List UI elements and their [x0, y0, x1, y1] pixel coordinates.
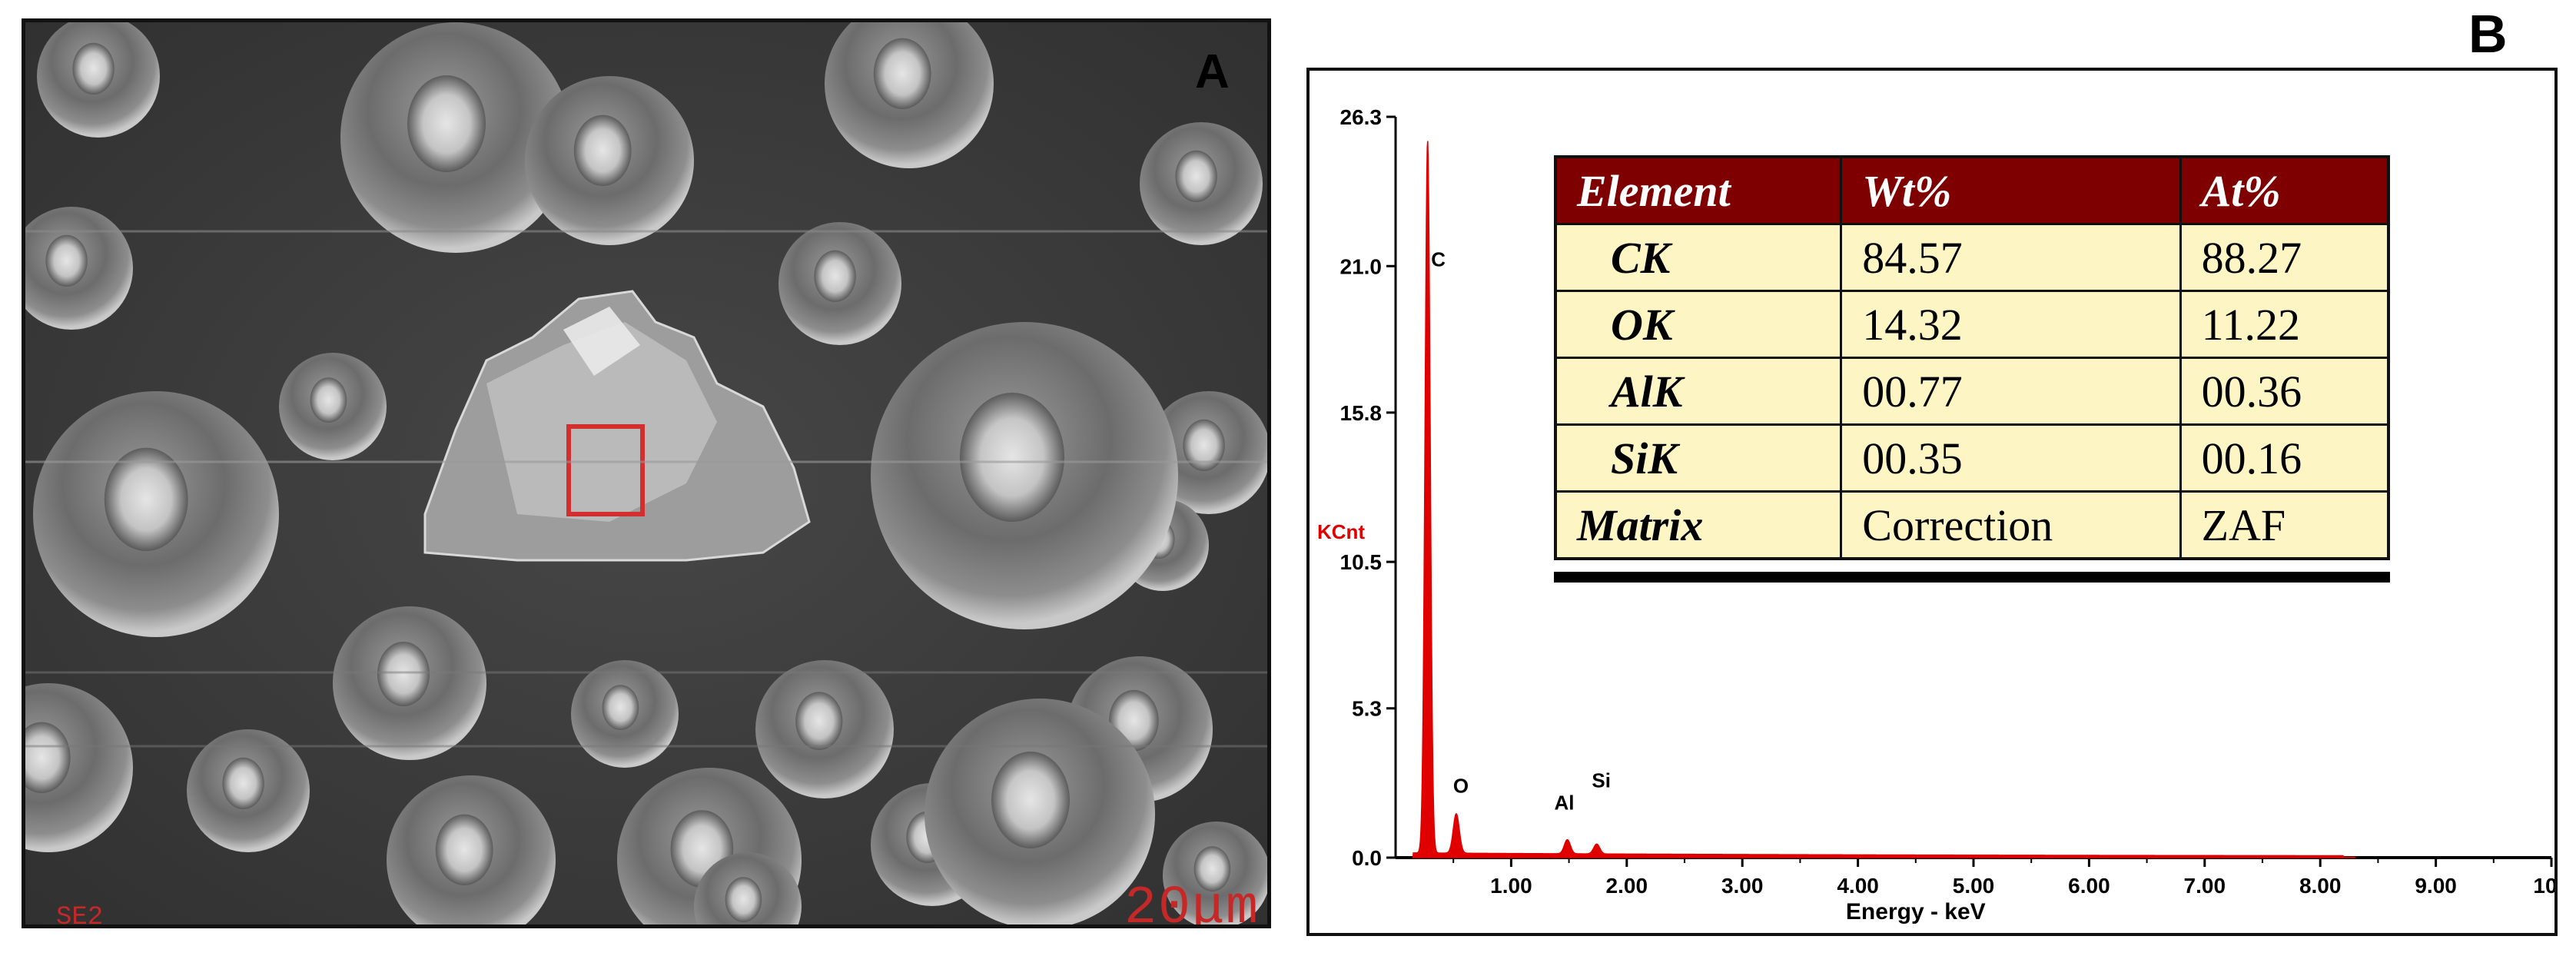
y-tick-label: 26.3 — [1340, 105, 1383, 129]
element-cell: AlK — [1554, 357, 1843, 426]
element-cell: SiK — [1554, 423, 1843, 493]
table-row: OK 14.32 11.22 — [1554, 290, 2390, 359]
wt-cell: 00.35 — [1840, 423, 2182, 493]
wt-cell: 84.57 — [1840, 223, 2182, 292]
wt-cell: Correction — [1840, 490, 2182, 560]
peak-label: Si — [1592, 768, 1611, 792]
table-underline — [1554, 572, 2390, 583]
y-tick-label: 0.0 — [1352, 846, 1382, 870]
x-tick-label: 2.00 — [1606, 874, 1648, 898]
eds-spectrum-chart: 0.0 5.3 10.5 15.8 21.0 26.3 KCnt 1.00 2.00 3.00 4.… — [1317, 105, 2554, 924]
x-tick-label: 10 — [2533, 874, 2554, 898]
y-tick-label: 10.5 — [1340, 550, 1383, 574]
sem-micrograph — [25, 22, 1267, 924]
peak-label: O — [1453, 775, 1469, 798]
microsphere-core — [222, 757, 264, 809]
header-element: Element — [1554, 155, 1843, 225]
scale-bar-label: 20μm — [1124, 878, 1260, 928]
header-at-percent: At% — [2179, 155, 2390, 225]
table-header-row: Element Wt% At% — [1554, 155, 2390, 225]
x-axis-label: Energy - keV — [1846, 899, 1986, 924]
peak-label: Al — [1554, 792, 1574, 815]
detector-tag: SE2 — [56, 903, 104, 928]
microsphere-core — [72, 42, 115, 95]
x-tick-label: 6.00 — [2068, 874, 2110, 898]
at-cell: 88.27 — [2179, 223, 2390, 292]
at-cell: 00.16 — [2179, 423, 2390, 493]
microsphere-core — [377, 642, 430, 706]
microsphere-core — [814, 250, 856, 302]
microsphere-core — [45, 234, 88, 287]
table-row: Matrix Correction ZAF — [1554, 490, 2390, 560]
x-tick-label: 9.00 — [2415, 874, 2457, 898]
x-tick-label: 5.00 — [1953, 874, 1995, 898]
microsphere-core — [1193, 846, 1231, 891]
composition-table: Element Wt% At% CK 84.57 88.27 OK 14.32 … — [1554, 155, 2390, 560]
y-tick-label: 21.0 — [1340, 254, 1383, 278]
element-cell: CK — [1554, 223, 1843, 292]
microsphere-core — [573, 115, 632, 186]
y-axis-label: KCnt — [1317, 520, 1365, 543]
microsphere-core — [960, 393, 1064, 522]
at-cell: ZAF — [2179, 490, 2390, 560]
microsphere-core — [725, 877, 762, 922]
microsphere-core — [1183, 419, 1225, 472]
peak-label: C — [1431, 247, 1446, 271]
x-tick-label: 4.00 — [1837, 874, 1879, 898]
table-row: CK 84.57 88.27 — [1554, 223, 2390, 292]
microsphere-core — [25, 722, 71, 793]
element-cell: OK — [1554, 290, 1843, 359]
x-tick-label: 8.00 — [2299, 874, 2342, 898]
microsphere-core — [602, 685, 639, 730]
sem-micrograph-panel: SE2 20μm — [22, 18, 1271, 928]
wt-cell: 00.77 — [1840, 357, 2182, 426]
at-cell: 00.36 — [2179, 357, 2390, 426]
microsphere-core — [310, 377, 347, 423]
microsphere-core — [435, 814, 493, 886]
wt-cell: 14.32 — [1840, 290, 2182, 359]
microsphere-core — [407, 75, 486, 172]
table-row: AlK 00.77 00.36 — [1554, 357, 2390, 426]
panel-label-a: A — [1195, 45, 1230, 98]
microsphere-core — [104, 447, 188, 551]
x-tick-label: 7.00 — [2184, 874, 2226, 898]
at-cell: 11.22 — [2179, 290, 2390, 359]
x-tick-label: 1.00 — [1490, 874, 1532, 898]
analysis-region-box — [566, 424, 645, 516]
microsphere-core — [873, 38, 931, 109]
x-tick-label: 3.00 — [1721, 874, 1764, 898]
y-tick-label: 5.3 — [1352, 697, 1382, 721]
table-row: SiK 00.35 00.16 — [1554, 423, 2390, 493]
microsphere-core — [1175, 150, 1217, 202]
element-cell: Matrix — [1554, 490, 1843, 560]
header-wt-percent: Wt% — [1840, 155, 2182, 225]
microsphere-core — [991, 752, 1070, 848]
microsphere-core — [795, 692, 843, 750]
spectrum-series — [1412, 141, 2356, 858]
y-tick-label: 15.8 — [1340, 401, 1383, 425]
panel-label-b: B — [2468, 4, 2508, 64]
